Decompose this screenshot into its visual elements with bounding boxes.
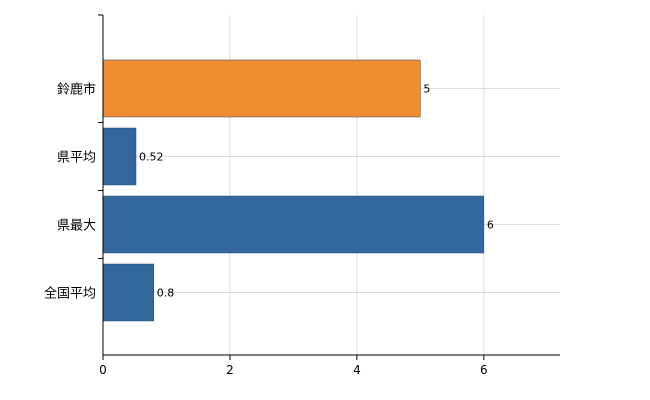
- x-tick-label: 6: [480, 363, 488, 377]
- category-label: 鈴鹿市: [57, 82, 96, 98]
- x-tick-label: 4: [353, 363, 361, 377]
- bar-value-label: 6: [487, 219, 494, 232]
- bar-1: [102, 127, 137, 186]
- bar-0: [102, 59, 421, 118]
- bar-2: [102, 195, 485, 254]
- category-label: 県最大: [57, 219, 96, 234]
- bar-value-label: 0.8: [157, 287, 175, 300]
- bar-value-label: 5: [423, 83, 430, 96]
- bar-3: [102, 263, 155, 322]
- bar-value-label: 0.52: [139, 151, 164, 164]
- category-label: 全国平均: [44, 286, 96, 302]
- category-label: 県平均: [57, 151, 96, 166]
- x-tick-label: 0: [99, 363, 107, 377]
- x-tick-label: 2: [226, 363, 234, 377]
